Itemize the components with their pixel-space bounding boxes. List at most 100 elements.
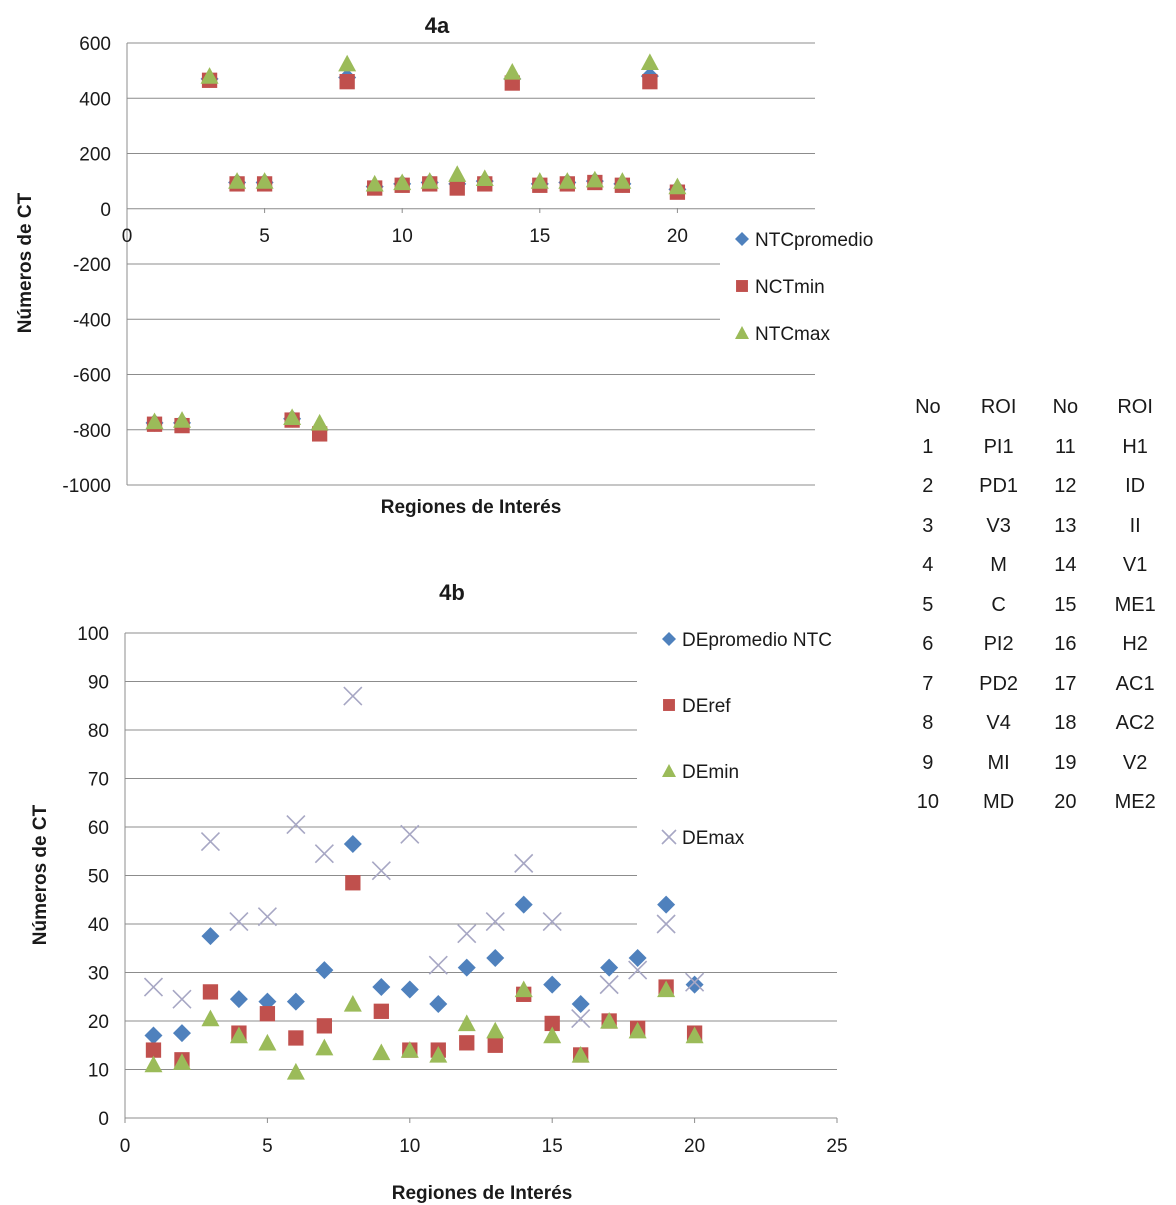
roi-name-cell: V1 [1122,554,1148,577]
data-point [143,977,164,997]
data-point [503,63,522,80]
roi-number-cell: 4 [922,554,934,577]
data-point [571,995,590,1014]
roi-number-cell: 11 [1054,435,1076,458]
roi-reference-table: No ROI No ROI 1 PI1 11 H1 2 PD1 12 ID 3 V3 13 II 4 M 1… [895,388,1176,823]
data-point [339,74,355,90]
chart-4b-legend: DEpromedio NTC DEref DEmin DEmax [661,630,832,849]
data-point [571,1045,590,1063]
chart-4b-x-tick-labels: 0 5 10 15 20 25 [120,1136,848,1157]
data-point [315,1038,334,1056]
data-point [514,853,534,873]
roi-name-cell: H2 [1122,633,1148,656]
chart-4b-title: 4b [439,580,465,605]
roi-name-cell: H1 [1122,435,1148,458]
data-point [201,927,220,946]
y-tick-label: -800 [73,421,111,442]
data-point [255,172,274,189]
chart-4b-points [143,686,705,1080]
table-row: 5 C 15 ME1 [895,586,1176,626]
data-point [628,948,647,967]
data-point [543,975,562,994]
roi-number-cell: 6 [922,633,934,656]
data-point [373,1003,389,1019]
roi-number-cell: 2 [922,475,934,498]
data-point [286,992,305,1011]
data-point [642,74,658,90]
legend-label: DEpromedio NTC [682,630,832,651]
data-point [685,1026,704,1044]
legend-marker [661,829,677,845]
data-point [487,1037,503,1053]
roi-number-cell: 7 [922,672,934,695]
roi-name-cell: M [990,554,1007,577]
data-point [288,1030,304,1046]
data-point [172,1024,191,1043]
legend-label: DEmax [682,828,745,849]
data-point [486,1021,505,1039]
y-tick-label: 70 [88,770,109,791]
roi-number-cell: 15 [1054,593,1077,616]
data-point [343,995,362,1012]
data-point [229,990,248,1009]
data-point [530,172,549,189]
table-row: 9 MI 19 V2 [895,744,1176,784]
data-point [343,834,362,853]
y-tick-label: 0 [98,1109,109,1130]
chart-4a-x-axis [126,43,678,485]
data-point [145,412,164,430]
data-point [365,174,384,192]
data-point [600,1012,619,1029]
roi-table-header-row: No ROI No ROI [895,388,1176,428]
roi-number-cell: 10 [916,791,939,814]
data-point [628,1021,647,1039]
roi-number-cell: 20 [1054,791,1077,814]
chart-4a-y-tick-labels: 600 400 200 0 -200 -400 -600 -800 -1000 [62,34,111,497]
roi-number-cell: 16 [1054,633,1077,656]
legend-marker [735,232,749,246]
table-row: 7 PD2 17 AC1 [895,665,1176,705]
data-point [393,173,412,191]
data-point [229,1026,248,1044]
x-tick-label: 0 [120,1136,131,1157]
x-tick-label: 20 [684,1136,705,1157]
data-point [448,165,467,182]
data-point [172,1053,191,1070]
data-point [201,1009,220,1027]
roi-number-cell: 5 [922,593,934,616]
chart-4a-x-tick-labels: 0 5 10 15 20 [122,226,688,247]
data-point [486,948,505,967]
table-row: 4 M 14 V1 [895,546,1176,586]
data-point [338,54,357,72]
data-point [514,895,533,914]
legend-marker [735,326,749,339]
data-point [599,975,619,995]
y-tick-label: -600 [73,366,111,387]
roi-name-cell: C [991,593,1006,616]
data-point [457,958,476,977]
y-tick-label: 20 [88,1012,109,1033]
y-tick-label: 100 [77,624,109,645]
roi-name-cell: MD [983,791,1015,814]
x-tick-label: 5 [262,1136,273,1157]
data-point [400,824,420,844]
data-point [314,844,334,864]
data-point [400,1041,419,1058]
data-point [257,907,277,927]
roi-name-cell: ME2 [1114,791,1156,814]
legend-marker [736,280,748,292]
roi-number-cell: 17 [1054,672,1077,695]
roi-table-body: 1 PI1 11 H1 2 PD1 12 ID 3 V3 13 II 4 M 14 V1 5 C 15 ME1 6 PI2… [895,428,1176,823]
chart-4b-x-axis [124,633,838,1123]
data-point [685,975,704,994]
data-point [144,1055,163,1073]
table-row: 3 V3 13 II [895,507,1176,547]
data-point [372,978,391,997]
chart-4a-legend: NTCpromedio NCTmin NTCmax [735,230,873,345]
data-point [371,861,391,881]
chart-4a-points [145,53,687,442]
data-point [543,1026,562,1044]
data-point [628,960,648,980]
data-point [514,980,533,998]
